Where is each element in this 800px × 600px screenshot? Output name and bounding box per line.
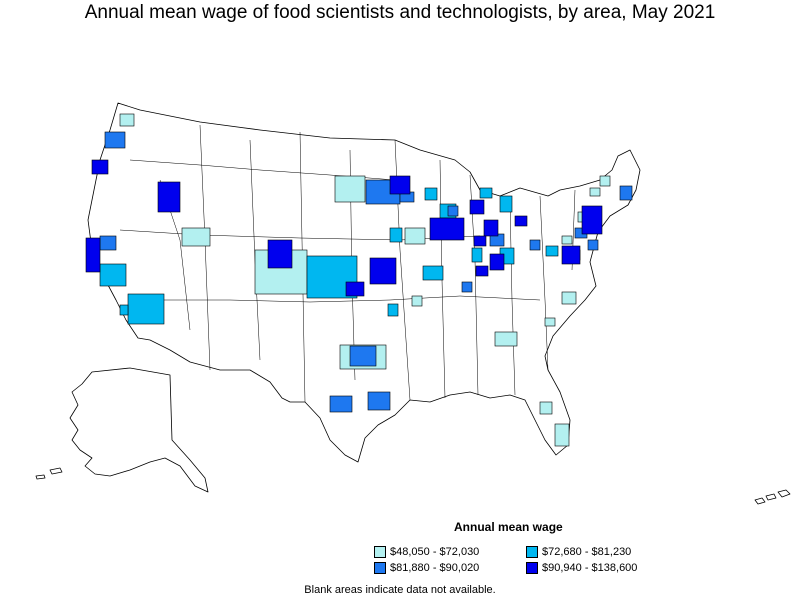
legend-label: $48,050 - $72,030 [390,546,480,558]
hawaii-islands [754,489,791,505]
legend-swatch [374,562,386,574]
legend-swatch [374,546,386,558]
legend-item-3: $81,880 - $90,020 [374,562,479,574]
legend-swatch [526,562,538,574]
legend-swatch [526,546,538,558]
legend-title: Annual mean wage [454,520,563,534]
alaska-islands [35,467,63,480]
legend-label: $90,940 - $138,600 [542,562,638,574]
legend-label: $72,680 - $81,230 [542,546,632,558]
legend-label: $81,880 - $90,020 [390,562,480,574]
footnote: Blank areas indicate data not available. [304,584,496,596]
legend-item-4: $90,940 - $138,600 [526,562,637,574]
map-title: Annual mean wage of food scientists and … [84,2,716,23]
alaska-outline [69,367,209,493]
legend-item-1: $48,050 - $72,030 [374,546,479,558]
legend-item-2: $72,680 - $81,230 [526,546,631,558]
